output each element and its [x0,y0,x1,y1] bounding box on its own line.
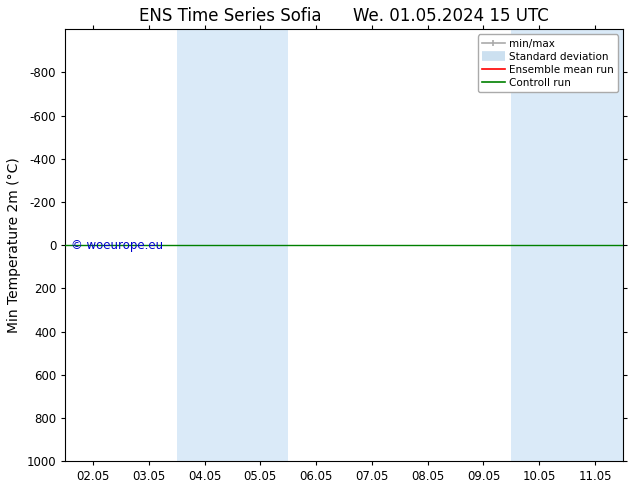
Title: ENS Time Series Sofia      We. 01.05.2024 15 UTC: ENS Time Series Sofia We. 01.05.2024 15 … [139,7,549,25]
Bar [512,29,623,461]
Text: © woeurope.eu: © woeurope.eu [71,239,163,252]
Legend: min/max, Standard deviation, Ensemble mean run, Controll run: min/max, Standard deviation, Ensemble me… [477,34,618,92]
Bar [177,29,288,461]
Y-axis label: Min Temperature 2m (°C): Min Temperature 2m (°C) [7,157,21,333]
